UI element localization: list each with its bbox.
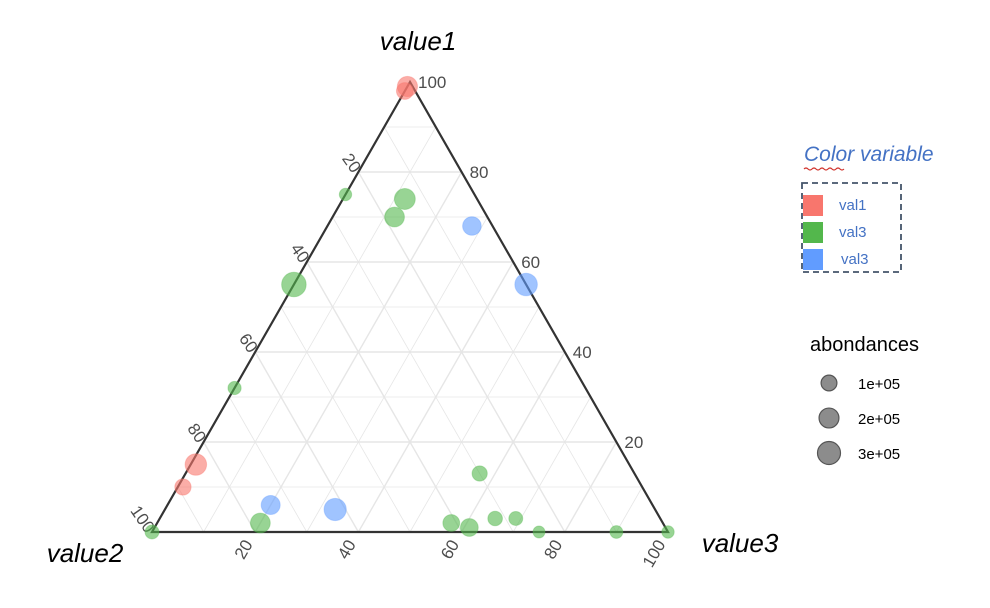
tick-label-value1: 60 bbox=[521, 253, 540, 272]
color-legend-swatch bbox=[803, 249, 823, 270]
data-point bbox=[184, 453, 208, 476]
grid-line bbox=[383, 126, 617, 533]
data-point bbox=[459, 518, 479, 537]
tick-label-value1: 100 bbox=[418, 73, 446, 92]
grid-line bbox=[409, 306, 540, 533]
tick-label-value3: 40 bbox=[334, 537, 360, 563]
grid-line bbox=[280, 306, 411, 533]
size-legend-key bbox=[816, 440, 842, 466]
size-legend-label: 2e+05 bbox=[858, 411, 900, 428]
axis-title-right: value3 bbox=[702, 528, 779, 558]
grid-line bbox=[512, 396, 591, 533]
tick-label-value1: 40 bbox=[573, 343, 592, 362]
color-legend-swatch bbox=[803, 195, 823, 216]
color-legend: Color variable val1 val3 val3 bbox=[801, 143, 934, 273]
data-point bbox=[338, 187, 353, 202]
triangle-outline bbox=[150, 79, 670, 534]
size-legend-label: 3e+05 bbox=[858, 446, 900, 463]
axis-title-top: value1 bbox=[380, 26, 457, 56]
data-point bbox=[227, 380, 242, 396]
data-point bbox=[393, 188, 416, 210]
size-legend-label: 1e+05 bbox=[858, 376, 900, 393]
size-legend-title: abondances bbox=[810, 334, 919, 356]
tick-label-value1: 80 bbox=[470, 163, 489, 182]
tick-label-value1: 20 bbox=[624, 433, 643, 452]
color-legend-title: Color variable bbox=[804, 143, 934, 166]
grid-line bbox=[202, 441, 256, 533]
data-point bbox=[260, 494, 281, 516]
data-point bbox=[508, 511, 524, 526]
spellcheck-underline bbox=[803, 167, 845, 171]
data-point bbox=[609, 525, 624, 539]
color-legend-label: val1 bbox=[839, 197, 867, 214]
color-legend-swatch bbox=[803, 222, 823, 243]
color-legend-label: val3 bbox=[839, 224, 867, 241]
data-point bbox=[174, 478, 192, 496]
tick-label-value3: 20 bbox=[231, 537, 257, 563]
grid-layer bbox=[177, 126, 643, 533]
data-point bbox=[323, 497, 347, 522]
tick-label-value3: 100 bbox=[639, 537, 670, 571]
data-point bbox=[487, 510, 503, 527]
data-point bbox=[249, 512, 271, 534]
data-point bbox=[442, 514, 461, 532]
size-legend-key bbox=[818, 407, 840, 429]
color-legend-label: val3 bbox=[841, 251, 869, 268]
grid-line bbox=[306, 216, 488, 533]
grid-line bbox=[332, 216, 514, 533]
grid-line bbox=[564, 441, 618, 533]
size-legend-key bbox=[820, 374, 838, 392]
grid-line bbox=[229, 396, 308, 533]
tick-label-value3: 60 bbox=[437, 537, 463, 563]
color-legend-box bbox=[801, 182, 902, 273]
data-point bbox=[471, 465, 488, 482]
grid-line bbox=[616, 486, 643, 533]
data-point bbox=[661, 525, 675, 539]
axis-title-left: value2 bbox=[47, 538, 124, 568]
data-point bbox=[144, 524, 160, 540]
data-point bbox=[532, 525, 546, 539]
data-points bbox=[144, 75, 675, 540]
data-point bbox=[514, 272, 538, 297]
data-point bbox=[281, 271, 307, 298]
size-legend: abondances 1e+05 2e+05 3e+05 bbox=[810, 334, 919, 466]
triangle-frame bbox=[150, 79, 670, 534]
grid-line bbox=[203, 126, 437, 533]
tick-label-value3: 80 bbox=[540, 537, 566, 563]
data-point bbox=[384, 206, 405, 228]
grid-line bbox=[460, 351, 566, 533]
data-point bbox=[462, 216, 482, 236]
data-point bbox=[395, 82, 414, 100]
